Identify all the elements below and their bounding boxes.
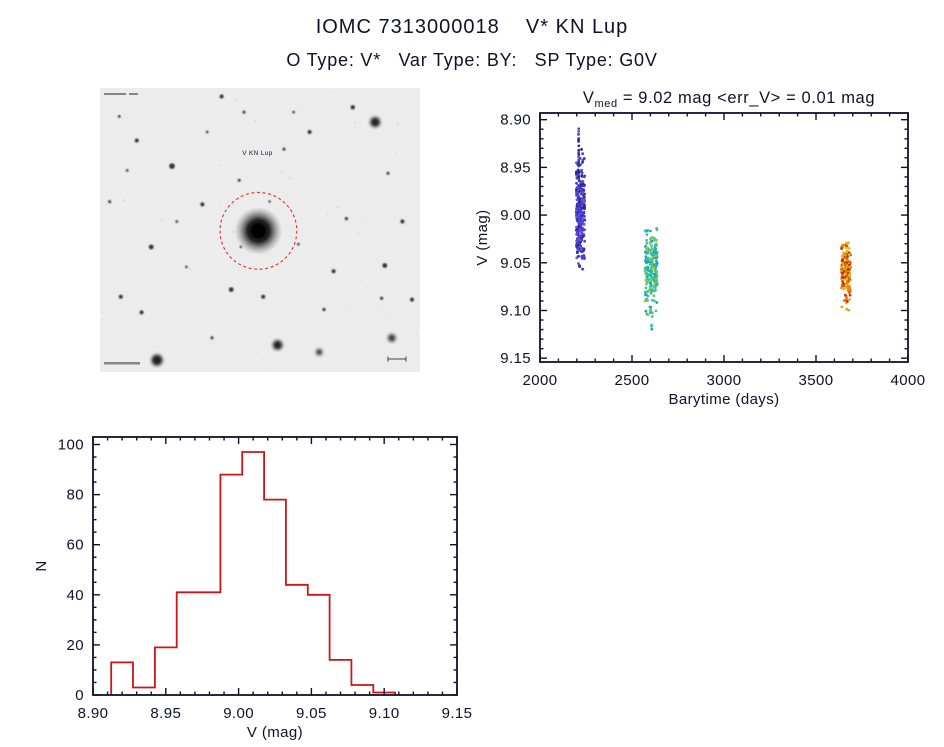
star — [268, 200, 271, 203]
y-axis-label: N — [33, 560, 50, 571]
star — [388, 334, 396, 342]
star — [118, 294, 123, 299]
axis-ticks — [539, 113, 909, 362]
star — [108, 200, 112, 204]
points-epoch-1 — [574, 127, 587, 271]
scale-bar — [387, 356, 407, 362]
star — [125, 169, 129, 172]
y-tick-label: 20 — [67, 637, 85, 654]
y-tick-label: 80 — [67, 487, 85, 504]
histogram-outline — [110, 451, 396, 695]
x-axis-label: Barytime (days) — [668, 391, 779, 408]
axis-ticks — [92, 437, 458, 696]
star — [134, 138, 139, 143]
y-tick-label: 40 — [67, 587, 85, 604]
star — [205, 130, 209, 134]
annotation-marks — [104, 93, 140, 365]
star — [272, 340, 283, 350]
star — [316, 348, 323, 356]
y-tick-label: 0 — [75, 687, 84, 704]
x-tick-label: 3000 — [707, 372, 742, 389]
y-tick-label: 100 — [58, 437, 84, 454]
plot-frame — [539, 112, 909, 363]
star — [380, 296, 384, 300]
star — [237, 178, 241, 182]
x-tick-label: 3500 — [799, 372, 834, 389]
star — [219, 94, 224, 99]
y-tick-label: 8.90 — [500, 112, 531, 129]
y-tick-label: 60 — [67, 537, 85, 554]
x-tick-label: 2000 — [523, 372, 558, 389]
lightcurve-points — [574, 127, 852, 331]
y-tick-label: 9.15 — [500, 350, 531, 367]
star — [297, 242, 300, 246]
star — [344, 217, 348, 221]
page-title: IOMC 7313000018 V* KN Lup — [315, 16, 629, 38]
plot-title: Vmed = 9.02 mag <err_V> = 0.01 mag — [583, 89, 875, 110]
magnitude-histogram: 8.90 8.95 9.00 9.05 9.10 9.15 0 20 40 60 80 100 V (m… — [33, 436, 473, 741]
star — [210, 336, 214, 340]
points-epoch-2 — [643, 227, 659, 331]
x-tick-label: 9.10 — [369, 705, 400, 722]
x-tick-label: 9.05 — [296, 705, 327, 722]
star — [169, 163, 175, 169]
star — [261, 294, 266, 299]
star — [175, 220, 179, 223]
x-tick-label: 9.15 — [442, 705, 473, 722]
points-epoch-3 — [840, 241, 852, 312]
plot-frame — [92, 436, 458, 696]
finder-chart-image: V KN Lup — [100, 88, 420, 372]
page-subtitle: O Type: V* Var Type: BY: SP Type: G0V — [286, 50, 658, 70]
y-tick-label: 9.10 — [500, 302, 531, 319]
star — [228, 287, 234, 292]
star — [200, 202, 205, 207]
y-tick-label: 9.00 — [500, 207, 531, 224]
star — [282, 147, 286, 151]
star — [350, 105, 355, 110]
star — [151, 354, 163, 366]
field-stars — [108, 94, 414, 366]
star — [307, 130, 312, 134]
lightcurve-plot: 2000 2500 3000 3500 4000 8.90 8.95 9.00 9.05 9.10… — [474, 89, 926, 408]
star — [386, 171, 390, 175]
star — [322, 307, 326, 312]
star — [242, 110, 246, 114]
x-tick-label: 4000 — [891, 372, 926, 389]
x-tick-label: 9.00 — [223, 705, 254, 722]
y-tick-label: 9.05 — [500, 255, 531, 272]
x-axis-label: V (mag) — [247, 724, 303, 741]
star — [331, 269, 336, 274]
x-tick-label: 8.90 — [78, 705, 109, 722]
x-tick-label: 8.95 — [150, 705, 181, 722]
star — [117, 115, 121, 118]
star — [400, 219, 405, 224]
star — [148, 244, 154, 250]
star — [410, 297, 414, 302]
star — [139, 310, 144, 315]
y-axis-label: V (mag) — [474, 209, 491, 265]
star — [370, 117, 381, 128]
target-label: V KN Lup — [242, 150, 272, 157]
star — [292, 110, 295, 114]
target-star-core — [250, 223, 266, 239]
star — [382, 263, 388, 268]
target-circle — [219, 191, 298, 270]
x-tick-label: 2500 — [615, 372, 650, 389]
y-tick-label: 8.95 — [500, 159, 531, 176]
star — [185, 265, 188, 269]
